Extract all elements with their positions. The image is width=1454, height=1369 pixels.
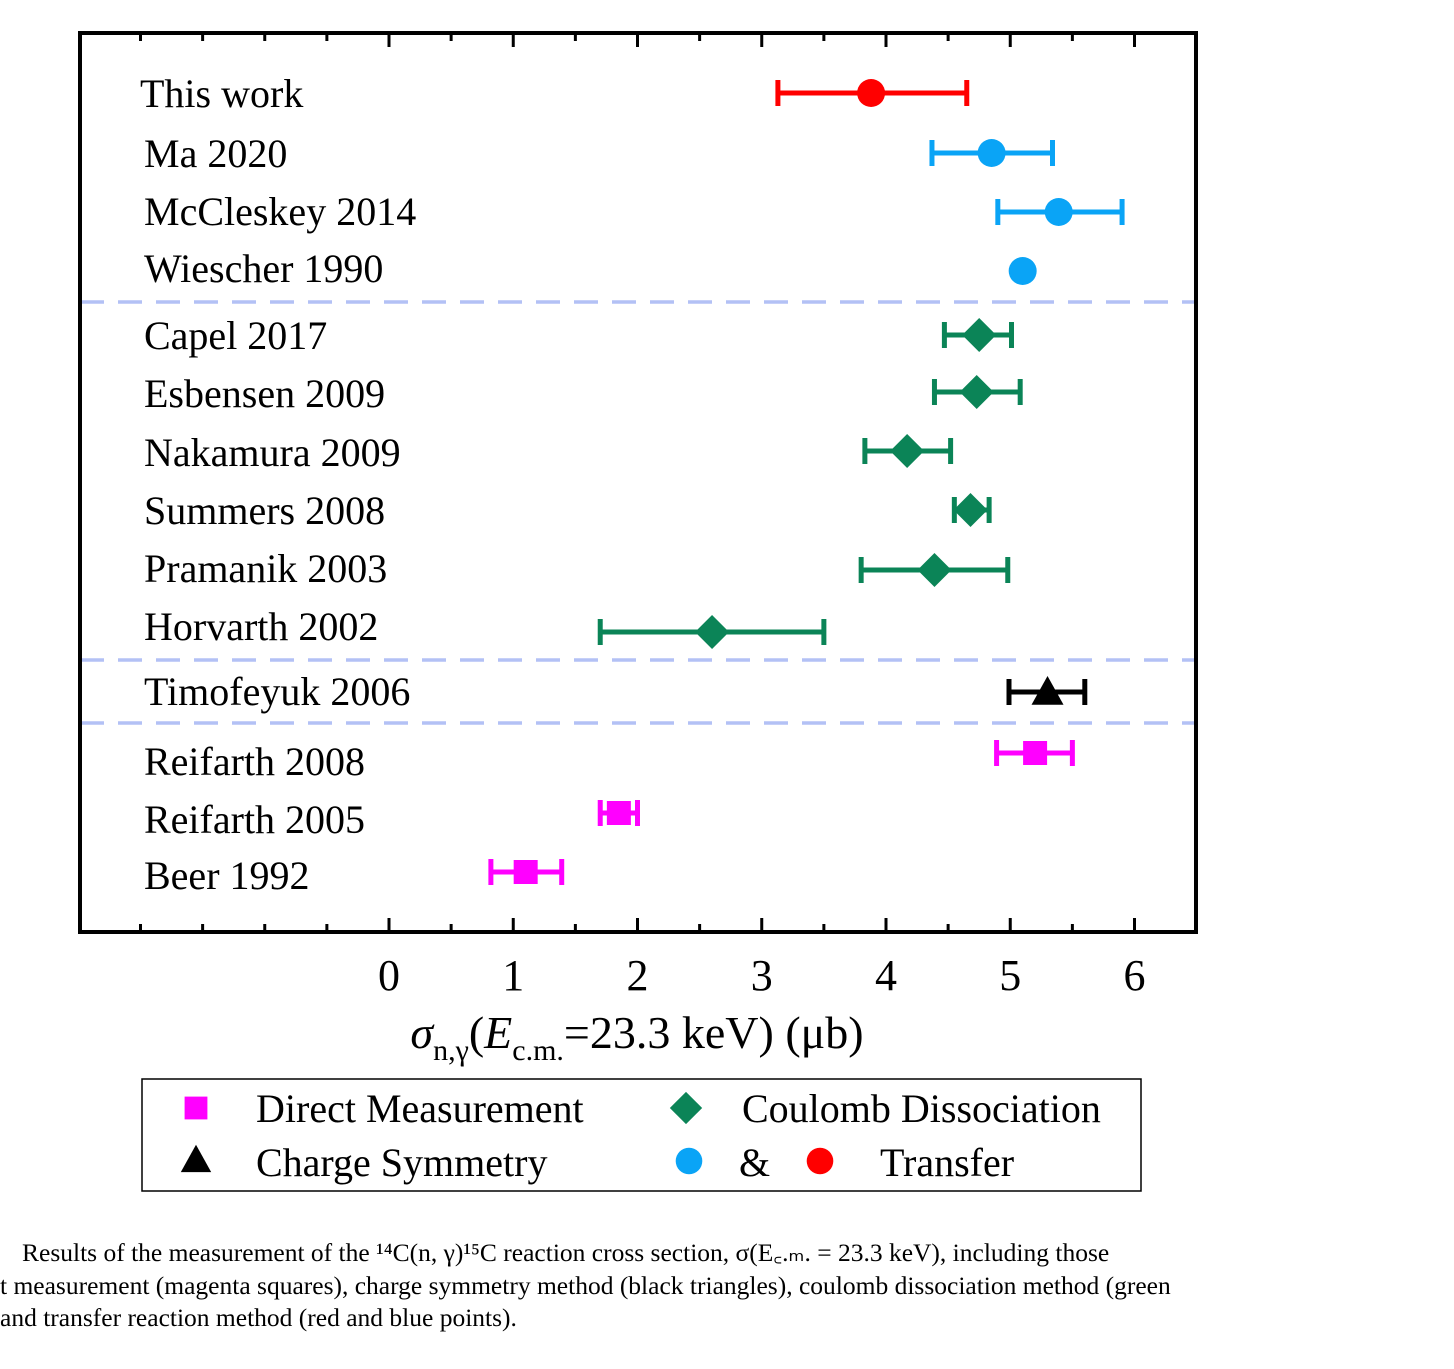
x-axis-symbol-subscript: n,γ [433,1034,469,1067]
study-label-timofeyuk-2006: Timofeyuk 2006 [144,669,410,714]
data-point-this-work [857,79,886,107]
study-label-beer-1992: Beer 1992 [144,853,310,898]
x-tick-labels: 0 1 2 3 4 5 6 [378,951,1146,1000]
x-tick-label: 0 [378,951,400,1000]
x-tick-label: 5 [999,951,1021,1000]
figure-caption: Results of the measurement of the ¹⁴C(n,… [0,1237,1454,1347]
x-axis-open: ( [469,1007,484,1058]
data-point-summers-2008 [953,493,988,527]
legend-label-coulomb-dissociation: Coulomb Dissociation [742,1086,1101,1131]
legend: Direct Measurement Coulomb Dissociation Ch… [141,1078,1142,1192]
data-point-mccleskey-2014 [1044,198,1073,226]
x-axis-energy-symbol: E [483,1007,512,1058]
data-point-timofeyuk-2006 [1031,676,1064,705]
data-point-beer-1992 [513,860,538,884]
study-labels: This work Ma 2020 McCleskey 2014 Wiescher 1… [140,71,416,898]
legend-label-charge-symmetry: Charge Symmetry [256,1140,547,1185]
x-tick-label: 2 [627,951,649,1000]
study-label-horvarth-2002: Horvarth 2002 [144,604,378,649]
x-tick-label: 6 [1124,951,1146,1000]
legend-label-transfer: Transfer [880,1140,1014,1185]
study-label-summers-2008: Summers 2008 [144,488,385,533]
data-point-wiescher-1990 [1008,257,1037,285]
group-separators [80,300,1196,725]
study-label-reifarth-2005: Reifarth 2005 [144,797,365,842]
legend-marker-square [184,1096,208,1120]
study-label-pramanik-2003: Pramanik 2003 [144,546,387,591]
data-point-horvarth-2002 [695,615,730,649]
study-label-reifarth-2008: Reifarth 2008 [144,739,365,784]
data-point-nakamura-2009 [890,434,925,468]
legend-label-direct-measurement: Direct Measurement [256,1086,584,1131]
data-point-esbensen-2009 [959,375,994,409]
data-point-ma-2020 [977,139,1006,167]
x-tick-label: 1 [502,951,524,1000]
forest-plot: This work Ma 2020 McCleskey 2014 Wiescher 1… [78,31,1198,1192]
legend-marker-circle [806,1147,834,1175]
study-label-mccleskey-2014: McCleskey 2014 [144,189,416,234]
data-point-pramanik-2003 [917,553,952,587]
x-axis-label: σn,γ(Ec.m.=23.3 keV) (μb) [410,1007,863,1067]
study-label-this-work: This work [140,71,303,116]
legend-box [141,1078,1142,1192]
study-label-ma-2020: Ma 2020 [144,131,287,176]
data-point-reifarth-2005 [606,801,631,825]
caption-line-2: t measurement (magenta squares), charge … [0,1270,1171,1300]
data-point-reifarth-2008 [1023,741,1048,765]
legend-label-ampersand: & [739,1140,770,1185]
study-label-capel-2017: Capel 2017 [144,313,327,358]
caption-line-3: and transfer reaction method (red and bl… [0,1303,517,1332]
x-axis-rest: =23.3 keV) (μb) [564,1007,864,1058]
study-label-nakamura-2009: Nakamura 2009 [144,430,401,475]
data-marks [488,79,1125,885]
x-tick-label: 3 [751,951,773,1000]
x-axis-symbol: σ [410,1007,435,1058]
x-tick-label: 4 [875,951,897,1000]
caption-line-1: Results of the measurement of the ¹⁴C(n,… [22,1238,1110,1267]
study-label-wiescher-1990: Wiescher 1990 [144,246,383,291]
data-point-capel-2017 [962,318,997,352]
legend-marker-triangle [180,1144,212,1173]
legend-marker-circle [675,1147,703,1175]
study-label-esbensen-2009: Esbensen 2009 [144,371,385,416]
x-axis-energy-subscript: c.m. [512,1034,564,1067]
legend-marker-diamond [669,1091,703,1125]
axis-ticks [139,33,1136,932]
